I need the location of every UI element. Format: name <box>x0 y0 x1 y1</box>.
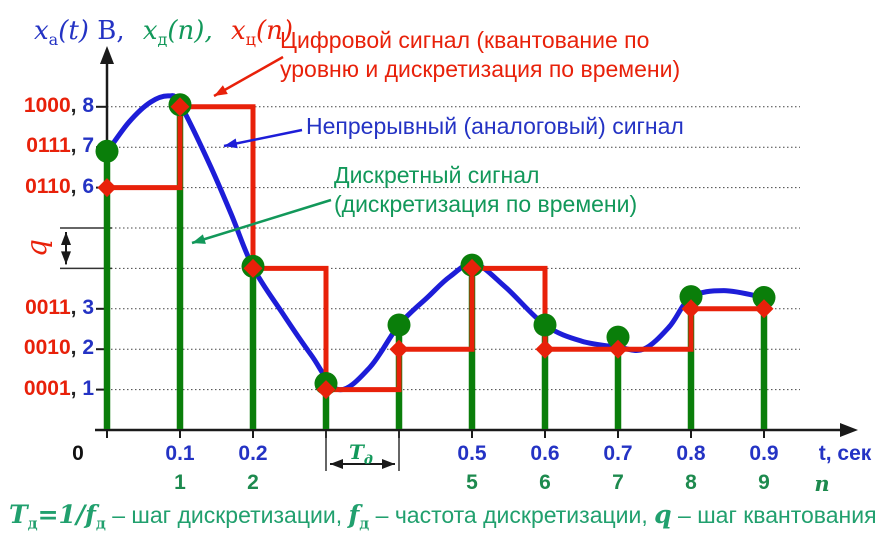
digital-sample-markers <box>97 97 774 400</box>
x-axis-unit-label: t, сек <box>818 442 872 465</box>
annotation-analog-signal: Непрерывный (аналоговый) сигнал <box>306 113 684 139</box>
digital-sample-diamond <box>243 258 263 278</box>
discrete-sample-dot <box>752 285 776 309</box>
y-axis-label: 0111, 7 <box>26 134 94 158</box>
y-axis-label: 0010, 2 <box>23 336 94 360</box>
x-time-label: 0.1 <box>165 442 195 465</box>
digital-sample-diamond <box>97 178 117 198</box>
axis-title: xа(t) В, xд(n), xц(n) <box>34 16 293 49</box>
x-index-label: 6 <box>539 471 551 494</box>
x-time-label: 0.2 <box>238 442 268 465</box>
formula-caption: Tд=1/fд – шаг дискретизации, fд – частот… <box>9 500 877 533</box>
digital-sample-diamond <box>170 97 190 117</box>
sampling-period-bracket <box>325 431 400 471</box>
annotation-discrete-line1: Дискретный сигнал <box>334 162 540 188</box>
discrete-sample-dot <box>679 285 703 309</box>
digital-sample-diamond <box>535 339 555 359</box>
axis-title-digital: xц(n) <box>230 16 293 50</box>
annotation-digital-line1: Цифровой сигнал (квантование по <box>280 27 650 53</box>
digital-sample-diamond <box>462 258 482 278</box>
sampling-period-label: Тд <box>349 440 373 468</box>
annotation-digital-signal: Цифровой сигнал (квантование по уровню и… <box>280 26 680 84</box>
x-index-label: 2 <box>247 471 259 494</box>
x-time-label: 0.5 <box>457 442 487 465</box>
x-time-label: 0.9 <box>749 442 779 465</box>
annotation-digital-line2: уровню и дискретизация по времени) <box>280 56 681 82</box>
digital-sample-diamond <box>389 339 409 359</box>
axis-title-discrete: xд(n), <box>142 16 213 50</box>
x-time-label: 0.8 <box>676 442 706 465</box>
x-index-label: 7 <box>612 471 624 494</box>
x-index-label: 1 <box>174 471 186 494</box>
y-axis-label: 0011, 3 <box>25 295 94 319</box>
x-time-label: 0.7 <box>603 442 633 465</box>
digital-sample-diamond <box>754 299 774 319</box>
x-index-label: 9 <box>758 471 770 494</box>
discrete-sample-dot <box>387 313 411 337</box>
digital-sample-diamond <box>608 339 628 359</box>
x-index-label: 5 <box>466 471 478 494</box>
y-axis-label: 0110, 6 <box>25 174 94 198</box>
digital-sample-diamond <box>316 380 336 400</box>
discrete-sample-dot <box>533 313 557 337</box>
y-axis-label: 0001, 1 <box>23 376 94 400</box>
annotation-discrete-signal: Дискретный сигнал (дискретизация по врем… <box>334 161 637 219</box>
x-index-label: 8 <box>685 471 697 494</box>
y-axis-arrowhead <box>100 46 114 64</box>
x-origin-label: 0 <box>72 442 84 465</box>
annotation-arrows <box>191 55 332 245</box>
quant-step-label: q <box>20 239 53 257</box>
discrete-stems <box>103 104 768 429</box>
discrete-sample-dot <box>95 139 119 163</box>
quant-step-bracket <box>60 227 112 270</box>
x-time-label: 0.6 <box>530 442 560 465</box>
discrete-sample-dot <box>606 325 630 349</box>
digital-sample-diamond <box>681 299 701 319</box>
y-axis-label: 1000, 8 <box>23 93 94 117</box>
annotation-discrete-line2: (дискретизация по времени) <box>334 191 638 217</box>
x-axis-arrowhead <box>840 423 858 437</box>
digital-staircase <box>107 104 764 393</box>
axis-title-analog: xа(t) В, <box>34 16 125 50</box>
x-axis-index-unit-label: n <box>814 471 830 496</box>
